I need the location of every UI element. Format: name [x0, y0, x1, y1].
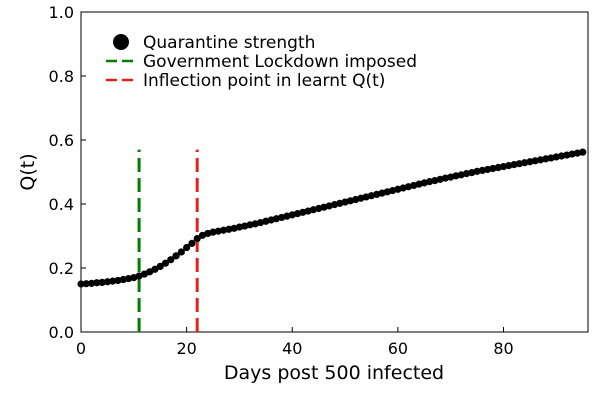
y-axis-title: Q(t) — [17, 153, 39, 190]
data-point — [77, 280, 85, 288]
y-tick-label: 0.8 — [49, 67, 74, 86]
plot-frame — [80, 11, 589, 333]
reference-lines — [137, 149, 199, 332]
data-point — [167, 256, 175, 264]
legend-marker-quarantine-strength — [113, 34, 129, 50]
legend-label-lockdown: Government Lockdown imposed — [143, 52, 417, 72]
x-tick-label: 80 — [493, 339, 513, 358]
x-axis-title: Days post 500 infected — [224, 362, 444, 384]
data-point — [156, 262, 164, 270]
y-tick-label: 1.0 — [49, 3, 74, 22]
legend: Quarantine strength Government Lockdown … — [106, 33, 417, 91]
data-point — [161, 259, 170, 267]
plot-border — [80, 11, 589, 333]
x-tick-label: 0 — [76, 339, 86, 358]
data-point — [87, 279, 96, 287]
data-point — [183, 243, 191, 252]
legend-label-inflection: Inflection point in learnt Q(t) — [143, 71, 385, 91]
x-tick-label: 40 — [282, 339, 302, 358]
data-point — [188, 239, 196, 247]
x-tick-label: 20 — [176, 339, 196, 358]
data-point — [103, 278, 112, 286]
y-tick-label: 0.2 — [49, 259, 74, 278]
data-point — [82, 280, 90, 288]
y-tick-label: 0.6 — [49, 131, 74, 150]
y-tick-label: 0.0 — [49, 323, 74, 342]
data-points — [77, 148, 587, 288]
data-point — [98, 278, 106, 286]
axis-ticks: 0 20 40 60 80 0.0 0.2 0.4 0.6 0.8 1.0 — [49, 3, 514, 358]
data-point — [93, 279, 101, 287]
y-tick-label: 0.4 — [49, 195, 74, 214]
x-tick-label: 60 — [388, 339, 408, 358]
data-point — [177, 248, 185, 256]
legend-label-quarantine-strength: Quarantine strength — [143, 33, 315, 53]
data-point — [151, 265, 159, 273]
data-point — [193, 234, 201, 243]
data-point — [109, 277, 117, 285]
data-point — [172, 252, 180, 260]
data-point — [579, 148, 587, 156]
